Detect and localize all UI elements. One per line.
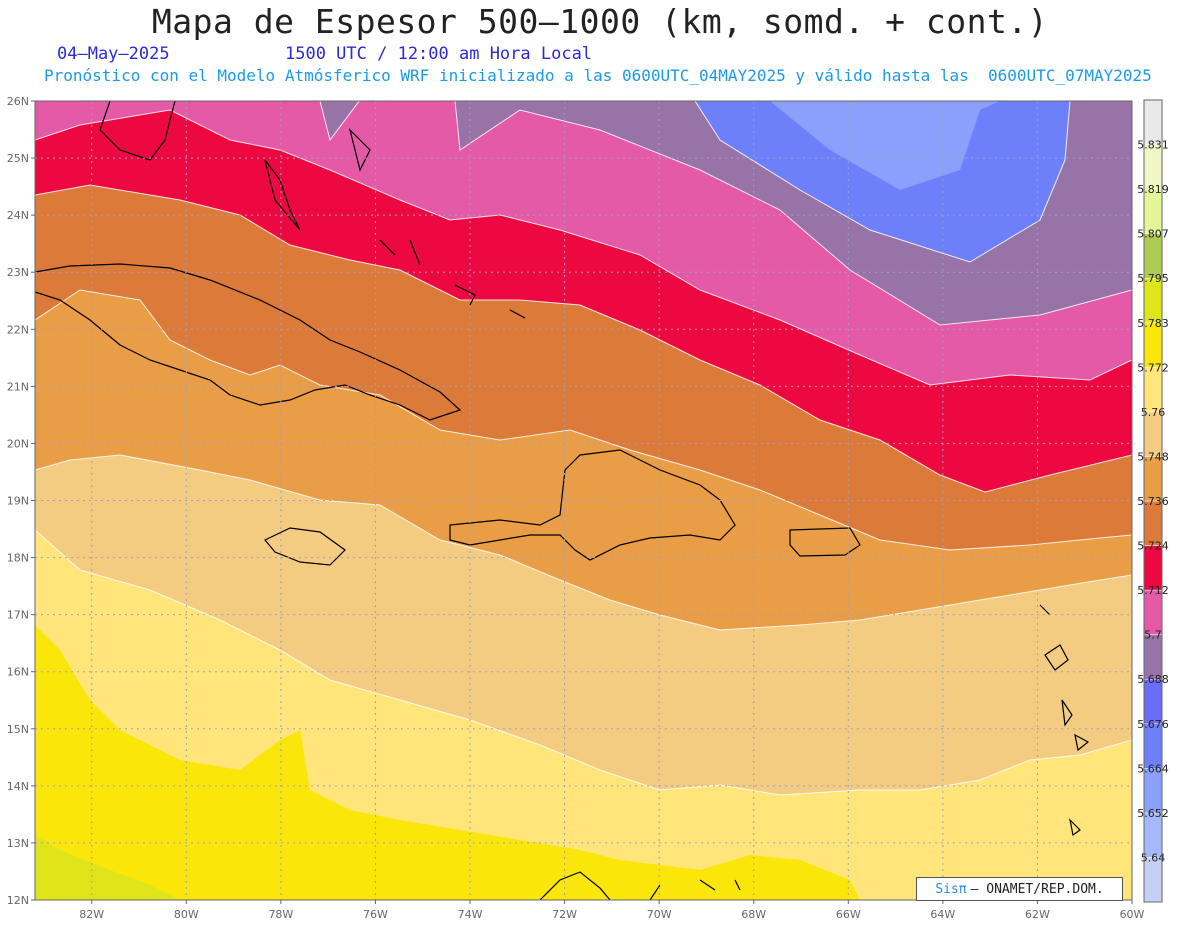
lon-label: 82W	[79, 908, 104, 921]
lon-label: 66W	[836, 908, 861, 921]
colorbar-label: 5.736	[1137, 495, 1169, 508]
colorbar-label: 5.688	[1137, 673, 1169, 686]
band-5760	[35, 625, 860, 900]
colorbar-label: 5.676	[1137, 718, 1169, 731]
colorbar-frame	[1143, 99, 1163, 903]
lon-label: 80W	[174, 908, 199, 921]
lat-label: 23N	[7, 266, 29, 279]
colorbar-label: 5.7	[1144, 629, 1162, 642]
band-5676	[695, 101, 1070, 262]
lat-label: 19N	[7, 495, 29, 508]
jamaica-coast	[264, 527, 346, 566]
colorbar-label: 5.724	[1137, 540, 1169, 553]
forecast-time: 1500 UTC / 12:00 am Hora Local	[285, 44, 593, 64]
lon-label: 64W	[930, 908, 955, 921]
lat-label: 15N	[7, 723, 29, 736]
lat-label: 12N	[7, 894, 29, 907]
longitude-axis: 82W 80W 78W 76W 74W 72W 70W 68W 66W 64W 62W 60W	[79, 900, 1145, 921]
lat-label: 13N	[7, 837, 29, 850]
latitude-axis: 26N 25N 24N 23N 22N 21N 20N 19N 18N 17N 16N 15N 14N 1…	[7, 95, 35, 907]
lon-label: 76W	[363, 908, 388, 921]
credit-text: – ONAMET/REP.DOM.	[970, 881, 1104, 897]
lat-label: 14N	[7, 780, 29, 793]
forecast-date: 04—May—2025	[57, 44, 170, 64]
forecast-description: Pronóstico con el Modelo Atmósferico WRF…	[44, 66, 1152, 85]
colorbar-label: 5.652	[1137, 807, 1169, 820]
lat-label: 25N	[7, 152, 29, 165]
coastlines	[35, 101, 1090, 900]
colorbar: 5.64 5.652 5.664 5.676 5.688 5.7 5.712 5.724 5.7…	[1137, 99, 1169, 903]
colorbar-label: 5.819	[1137, 183, 1169, 196]
florida-coast	[99, 101, 176, 161]
lon-label: 60W	[1120, 908, 1145, 921]
lat-label: 21N	[7, 380, 29, 393]
colorbar-label: 5.76	[1141, 406, 1166, 419]
lon-label: 78W	[268, 908, 293, 921]
colorbar-label: 5.795	[1137, 272, 1169, 285]
colorbar-label: 5.783	[1137, 317, 1169, 330]
graticule	[35, 101, 1132, 900]
credit-box: Sisπ – ONAMET/REP.DOM.	[916, 877, 1123, 901]
lat-label: 22N	[7, 323, 29, 336]
lon-label: 70W	[647, 908, 672, 921]
lat-label: 16N	[7, 666, 29, 679]
band-5772	[35, 835, 180, 900]
lat-label: 18N	[7, 552, 29, 565]
bahamas-coast	[264, 128, 526, 319]
colorbar-label: 5.772	[1137, 361, 1169, 374]
lon-label: 62W	[1025, 908, 1050, 921]
lon-label: 74W	[458, 908, 483, 921]
lesser-antilles-coast	[1039, 604, 1090, 837]
colorbar-label: 5.664	[1137, 762, 1169, 775]
map-title: Mapa de Espesor 500—1000 (km, somd. + co…	[151, 2, 1049, 41]
lon-label: 68W	[741, 908, 766, 921]
colorbar-label: 5.64	[1141, 851, 1166, 864]
map-plot-area	[35, 101, 1132, 900]
puerto-rico-coast	[789, 527, 861, 557]
lat-label: 20N	[7, 437, 29, 450]
cuba-coast	[35, 263, 462, 421]
lat-label: 17N	[7, 609, 29, 622]
lon-label: 72W	[552, 908, 577, 921]
colorbar-label: 5.807	[1137, 228, 1169, 241]
south-america-coast	[539, 871, 741, 900]
credit-brand: Sisπ	[935, 881, 967, 897]
hispaniola-coast	[449, 449, 736, 561]
lat-label: 24N	[7, 209, 29, 222]
colorbar-label: 5.748	[1137, 450, 1169, 463]
colorbar-label: 5.831	[1137, 139, 1169, 152]
colorbar-label: 5.712	[1137, 584, 1169, 597]
lat-label: 26N	[7, 95, 29, 108]
